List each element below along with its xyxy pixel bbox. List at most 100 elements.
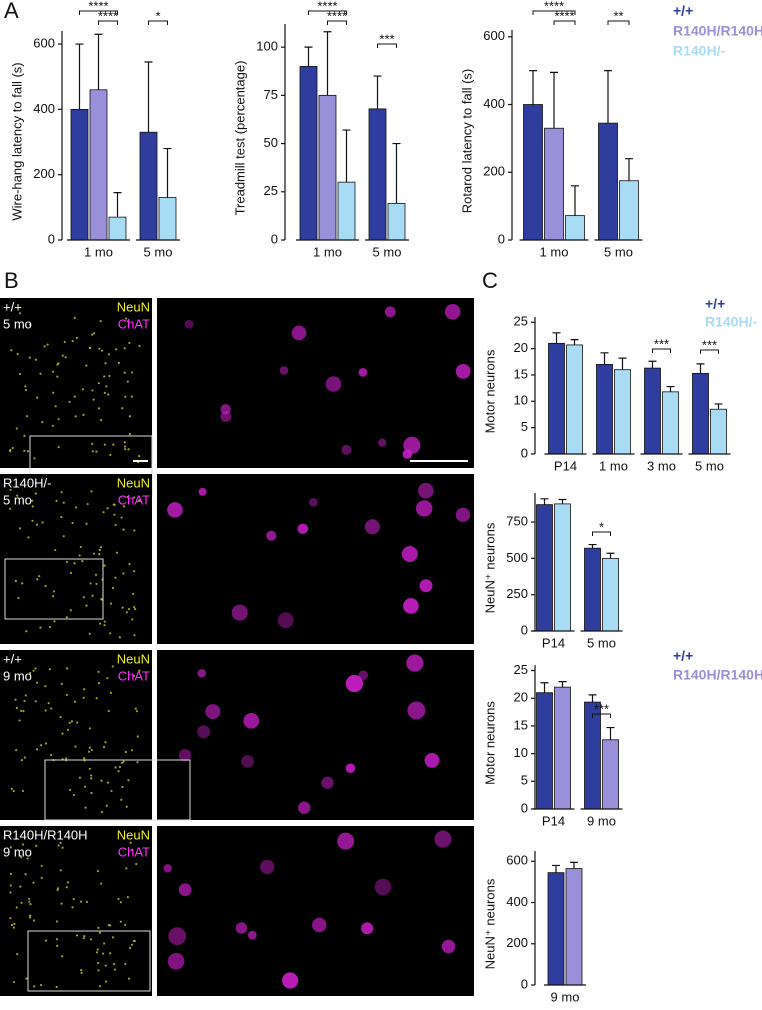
stain-label: ChAT bbox=[118, 844, 150, 859]
neun-signal bbox=[97, 969, 100, 972]
neun-signal bbox=[103, 564, 106, 567]
neun-signal bbox=[74, 415, 77, 418]
neun-signal bbox=[55, 985, 58, 989]
neun-signal bbox=[90, 749, 94, 752]
neun-signal bbox=[83, 688, 86, 691]
neun-signal bbox=[113, 962, 116, 966]
neun-signal bbox=[44, 685, 47, 688]
neun-signal bbox=[25, 630, 28, 633]
neun-signal bbox=[26, 450, 30, 453]
neun-signal bbox=[27, 536, 30, 539]
neun-signal bbox=[12, 790, 15, 793]
neun-signal bbox=[61, 955, 64, 958]
neun-signal bbox=[78, 554, 81, 557]
chat-signal bbox=[167, 952, 185, 970]
panel-label: C bbox=[482, 268, 498, 293]
neun-signal bbox=[109, 691, 113, 694]
neun-signal bbox=[82, 937, 85, 940]
significance-label: **** bbox=[88, 0, 108, 13]
neun-signal bbox=[28, 356, 31, 359]
genotype-label: R140H/R140H bbox=[3, 827, 88, 842]
bar bbox=[662, 391, 679, 455]
neun-signal bbox=[126, 495, 129, 499]
chat-signal bbox=[266, 530, 277, 541]
neun-signal bbox=[88, 632, 91, 635]
neun-signal bbox=[51, 370, 55, 373]
neun-signal bbox=[15, 749, 18, 752]
y-tick-label: 5 bbox=[521, 419, 528, 434]
x-tick-label: 9 mo bbox=[587, 813, 616, 828]
neun-signal bbox=[43, 345, 46, 348]
neun-signal bbox=[128, 415, 132, 418]
neun-signal bbox=[103, 620, 106, 623]
neun-signal bbox=[14, 698, 17, 701]
bar bbox=[139, 131, 158, 241]
neun-signal bbox=[26, 857, 29, 860]
y-tick-label: 400 bbox=[33, 101, 55, 116]
neun-signal bbox=[117, 770, 120, 773]
error-bar bbox=[342, 129, 351, 183]
neun-signal bbox=[44, 742, 48, 745]
neun-signal bbox=[130, 943, 134, 946]
neun-signal bbox=[12, 926, 16, 929]
neun-signal bbox=[97, 670, 100, 673]
bar bbox=[548, 342, 565, 455]
neun-signal bbox=[97, 961, 100, 965]
chat-signal bbox=[325, 376, 342, 392]
significance-label: **** bbox=[98, 8, 118, 23]
neun-signal bbox=[123, 448, 127, 451]
neun-signal bbox=[60, 516, 63, 519]
neun-signal bbox=[10, 923, 13, 927]
chat-signal bbox=[401, 546, 418, 563]
chat-signal bbox=[291, 325, 307, 341]
neun-signal bbox=[34, 667, 37, 670]
neun-signal bbox=[35, 748, 39, 751]
neun-signal bbox=[55, 920, 59, 923]
bar bbox=[554, 686, 571, 810]
chat-signal bbox=[198, 487, 207, 496]
age-label: 9 mo bbox=[3, 668, 32, 683]
chat-signal bbox=[297, 523, 309, 535]
neun-signal bbox=[9, 917, 12, 920]
neun-signal bbox=[54, 405, 57, 408]
neun-signal bbox=[34, 700, 37, 703]
neun-signal bbox=[90, 777, 93, 780]
x-tick-label: 5 mo bbox=[695, 458, 724, 473]
neun-signal bbox=[60, 491, 63, 494]
bar bbox=[710, 408, 727, 455]
panel-label: A bbox=[4, 0, 19, 23]
neun-signal bbox=[36, 396, 39, 399]
y-tick-label: 200 bbox=[506, 935, 528, 950]
significance-label: *** bbox=[594, 701, 609, 716]
neun-signal bbox=[85, 604, 88, 607]
neun-signal bbox=[112, 443, 115, 446]
neun-signal bbox=[21, 789, 25, 793]
neun-signal bbox=[98, 622, 102, 625]
neun-signal bbox=[122, 528, 125, 531]
bar bbox=[596, 364, 613, 455]
chat-signal bbox=[455, 364, 471, 379]
neun-signal bbox=[133, 570, 136, 573]
neun-signal bbox=[13, 922, 16, 925]
neun-signal bbox=[103, 624, 106, 627]
bar bbox=[598, 122, 618, 241]
neun-signal bbox=[124, 317, 128, 320]
neun-signal bbox=[127, 977, 131, 980]
bar bbox=[108, 216, 127, 241]
neun-signal bbox=[34, 358, 37, 361]
chat-signal bbox=[441, 939, 456, 954]
neun-signal bbox=[24, 873, 27, 876]
neun-signal bbox=[65, 560, 69, 564]
neun-signal bbox=[32, 919, 36, 922]
neun-signal bbox=[82, 696, 85, 699]
neun-signal bbox=[119, 901, 122, 904]
neun-signal bbox=[51, 424, 54, 427]
y-tick-label: 250 bbox=[506, 586, 528, 601]
neun-signal bbox=[97, 926, 100, 929]
significance-label: **** bbox=[327, 8, 347, 23]
neun-signal bbox=[47, 702, 50, 705]
neun-signal bbox=[121, 785, 124, 789]
neun-signal bbox=[16, 494, 19, 497]
error-bar bbox=[323, 31, 332, 96]
error-bar bbox=[696, 363, 705, 374]
